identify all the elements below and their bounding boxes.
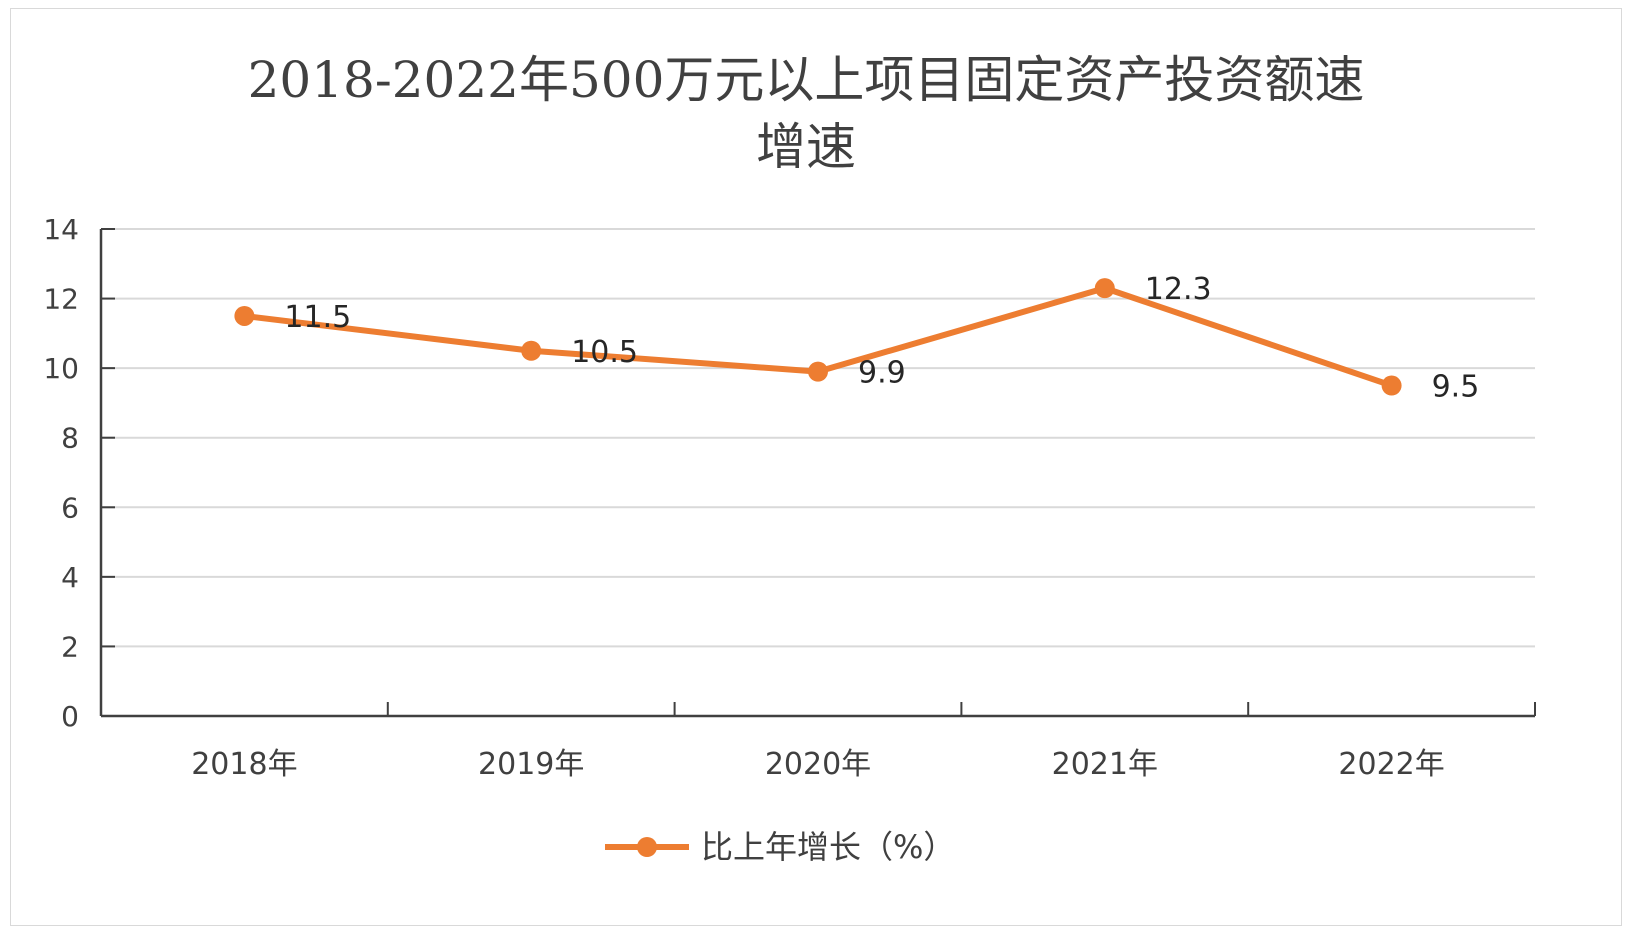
chart-title-line-2: 增速 [756, 118, 856, 176]
data-point [1381, 375, 1402, 396]
y-tick-label: 2 [61, 630, 79, 663]
data-point [808, 361, 828, 382]
axes: 0 2 4 6 8 10 12 14 2018年 2019年 2020年 2021年 2022年 [43, 213, 1536, 782]
data-label: 12.3 [1145, 272, 1212, 307]
data-labels: 11.5 10.5 9.9 12.3 9.5 [284, 272, 1479, 404]
series-layer [234, 278, 1402, 396]
y-tick-label: 12 [43, 283, 79, 316]
data-point [521, 340, 542, 361]
data-label: 10.5 [571, 335, 638, 370]
chart-title-line-1: 2018-2022年500万元以上项目固定资产投资额速 [248, 51, 1365, 109]
x-tick-label: 2020年 [765, 747, 871, 782]
y-tick-label: 14 [43, 213, 79, 246]
legend-swatch-marker [637, 837, 657, 857]
x-tick-label: 2019年 [478, 747, 584, 782]
x-tick-label: 2022年 [1338, 747, 1444, 782]
data-label: 9.5 [1432, 370, 1480, 405]
y-tick-label: 4 [61, 561, 79, 594]
y-tick-label: 0 [61, 700, 79, 733]
y-tick-label: 10 [43, 352, 79, 385]
legend-label: 比上年增长（%） [701, 828, 955, 866]
y-tick-label: 6 [61, 491, 79, 524]
legend: 比上年增长（%） [605, 828, 955, 866]
x-tick-label: 2018年 [191, 747, 297, 782]
data-point [234, 305, 255, 326]
gridlines [101, 228, 1535, 648]
x-tick-label: 2021年 [1052, 747, 1158, 782]
line-chart: 2018-2022年500万元以上项目固定资产投资额速 增速 0 2 4 6 8 10 12… [43, 51, 1536, 866]
data-label: 9.9 [858, 356, 906, 391]
data-label: 11.5 [284, 300, 351, 335]
y-tick-label: 8 [61, 422, 79, 455]
data-point [1094, 278, 1115, 299]
chart-frame: 2018-2022年500万元以上项目固定资产投资额速 增速 0 2 4 6 8 10 12… [10, 8, 1622, 926]
